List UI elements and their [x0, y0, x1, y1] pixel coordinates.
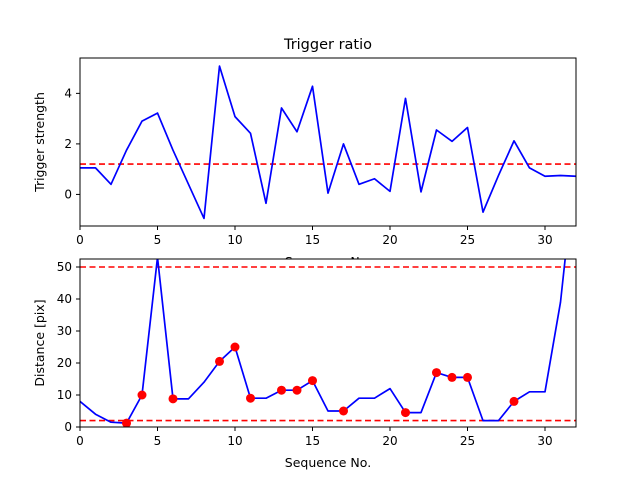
x-tick-label: 0 — [76, 233, 84, 247]
x-tick-label: 20 — [382, 434, 397, 448]
data-point-marker — [168, 394, 178, 404]
y-tick-label: 10 — [57, 388, 72, 402]
y-tick-label: 2 — [64, 137, 72, 151]
x-tick-label: 25 — [460, 233, 475, 247]
data-point-marker — [230, 342, 240, 352]
y-tick-label: 0 — [64, 187, 72, 201]
x-tick-label: 0 — [76, 434, 84, 448]
y-axis-label: Distance [pix] — [32, 299, 47, 386]
data-point-marker — [277, 385, 286, 395]
data-point-marker — [246, 393, 255, 403]
data-point-marker — [463, 372, 472, 382]
x-tick-label: 20 — [382, 233, 397, 247]
x-tick-label: 10 — [227, 233, 242, 247]
y-tick-label: 0 — [64, 420, 72, 434]
x-tick-label: 5 — [154, 434, 162, 448]
y-tick-label: 20 — [57, 356, 72, 370]
series-line — [80, 65, 576, 220]
x-axis-label: Sequence No. — [285, 455, 371, 470]
plot-background — [80, 259, 576, 427]
data-point-marker — [339, 406, 348, 416]
data-point-marker — [122, 418, 131, 427]
y-tick-label: 40 — [57, 292, 72, 306]
x-tick-label: 30 — [537, 233, 552, 247]
x-tick-label: 5 — [154, 233, 162, 247]
data-point-marker — [432, 368, 441, 378]
data-point-marker — [509, 396, 519, 406]
plot-frame — [79, 258, 577, 428]
plot-frame — [79, 57, 577, 227]
chart-title: Trigger ratio — [283, 37, 372, 53]
data-point-marker — [215, 356, 224, 366]
x-tick-label: 30 — [537, 434, 552, 448]
data-point-marker — [137, 390, 147, 400]
y-tick-label: 30 — [57, 324, 72, 338]
data-point-marker — [401, 408, 410, 418]
x-tick-label: 25 — [460, 434, 475, 448]
x-tick-label: 15 — [305, 434, 320, 448]
y-tick-label: 50 — [57, 260, 72, 274]
y-tick-label: 4 — [64, 86, 72, 100]
data-point-marker — [292, 385, 302, 395]
x-tick-label: 10 — [227, 434, 242, 448]
x-tick-label: 15 — [305, 233, 320, 247]
data-point-marker — [447, 372, 457, 382]
data-point-marker — [308, 376, 317, 386]
y-axis-label: Trigger strength — [32, 92, 47, 193]
chart-panel-2: 0 5 10 15 20 25 30 0 10 20 30 40 50 Sequence No. Dista… — [32, 258, 577, 470]
series-line — [80, 259, 566, 425]
panels: 0 5 10 15 20 25 30 0 2 4 Trigger ratio Sequence No.… — [32, 37, 577, 470]
